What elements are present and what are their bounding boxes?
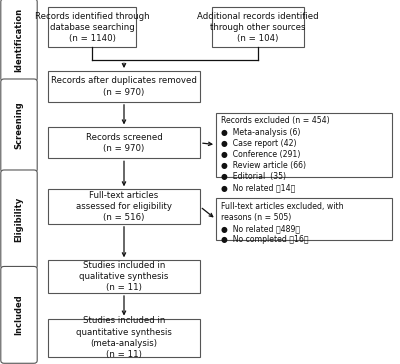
FancyBboxPatch shape: [212, 7, 304, 47]
FancyBboxPatch shape: [1, 79, 37, 172]
FancyBboxPatch shape: [48, 189, 200, 224]
FancyBboxPatch shape: [48, 71, 200, 102]
Text: Eligibility: Eligibility: [14, 197, 24, 242]
Text: Records screened
(n = 970): Records screened (n = 970): [86, 133, 162, 153]
FancyBboxPatch shape: [1, 266, 37, 363]
FancyBboxPatch shape: [216, 198, 392, 240]
Text: Screening: Screening: [14, 102, 24, 150]
FancyBboxPatch shape: [48, 127, 200, 158]
Text: Included: Included: [14, 294, 24, 335]
Text: Studies included in
qualitative synthesis
(n = 11): Studies included in qualitative synthesi…: [79, 261, 169, 292]
Text: Full-text articles
assessed for eligibility
(n = 516): Full-text articles assessed for eligibil…: [76, 191, 172, 222]
Text: Records after duplicates removed
(n = 970): Records after duplicates removed (n = 97…: [51, 76, 197, 96]
Text: Studies included in
quantitative synthesis
(meta-analysis)
(n = 11): Studies included in quantitative synthes…: [76, 316, 172, 359]
Text: Records excluded (n = 454)
●  Meta-analysis (6)
●  Case report (42)
●  Conferenc: Records excluded (n = 454) ● Meta-analys…: [221, 116, 330, 192]
FancyBboxPatch shape: [48, 7, 136, 47]
Text: Records identified through
database searching
(n = 1140): Records identified through database sear…: [35, 12, 149, 43]
FancyBboxPatch shape: [216, 113, 392, 177]
FancyBboxPatch shape: [48, 260, 200, 293]
Text: Full-text articles excluded, with
reasons (n = 505)
●  No related （489）
●  No co: Full-text articles excluded, with reason…: [221, 202, 344, 244]
FancyBboxPatch shape: [48, 318, 200, 357]
Text: Additional records identified
through other sources
(n = 104): Additional records identified through ot…: [197, 12, 319, 43]
Text: Identification: Identification: [14, 8, 24, 72]
FancyBboxPatch shape: [1, 0, 37, 81]
FancyBboxPatch shape: [1, 170, 37, 269]
